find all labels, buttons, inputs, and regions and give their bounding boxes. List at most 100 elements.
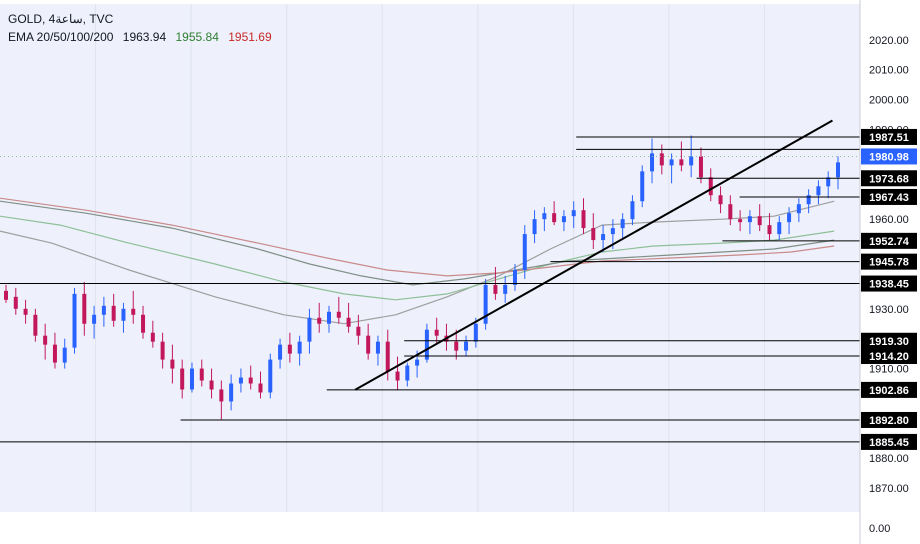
candle-body [806, 195, 811, 205]
candle-body [718, 195, 723, 205]
candle-body [767, 225, 772, 235]
trendline-line [354, 119, 833, 391]
level-tag-box [861, 433, 917, 450]
level-tag-box [861, 232, 917, 249]
candle-body [689, 156, 694, 166]
price-tags: 1987.51 1973.68 1967.43 1952.74 1945.78 1938.… [861, 128, 917, 450]
candle-body [503, 284, 508, 294]
ema-line [0, 197, 835, 277]
candle-body [346, 317, 351, 327]
y-tick-label-bottom: 0.00 [869, 523, 890, 535]
y-tick-label: 1870.00 [869, 483, 909, 495]
candle-body [473, 323, 478, 342]
level-tag-box [861, 348, 917, 365]
candles [4, 135, 840, 420]
candle-body [757, 216, 762, 226]
candle-body [454, 341, 459, 351]
candle-body [52, 344, 57, 363]
ema-line [0, 200, 835, 286]
y-tick-label: 2010.00 [869, 65, 909, 77]
candle-body [561, 216, 566, 223]
candle-body [836, 162, 840, 178]
ema-line [0, 215, 835, 301]
candle-body [650, 153, 655, 172]
symbol-label: GOLD, 4ساعة, TVC [8, 12, 114, 26]
ema-lines [0, 197, 835, 325]
candle-body [62, 347, 67, 363]
candle-body [199, 368, 204, 381]
candle-body [816, 186, 821, 196]
level-tag-label: 1914.20 [869, 351, 909, 363]
candle-body [13, 296, 18, 309]
candle-body [747, 216, 752, 223]
symbol-row[interactable]: GOLD, 4ساعة, TVC [8, 10, 278, 28]
ema-row[interactable]: EMA 20/50/100/200 1963.94 1955.84 1951.6… [8, 28, 278, 46]
y-tick-label: 2000.00 [869, 95, 909, 107]
candle-body [620, 219, 625, 229]
candle-body [601, 234, 606, 241]
level-tag-label: 1938.45 [869, 279, 909, 291]
level-tag-box [861, 275, 917, 292]
level-tag-label: 1945.78 [869, 257, 909, 269]
y-tick-label: 1910.00 [869, 364, 909, 376]
candle-body [209, 380, 214, 390]
level-tag-box [861, 170, 917, 187]
candle-body [571, 210, 576, 217]
grid [95, 4, 765, 512]
candle-body [777, 222, 782, 235]
candle-body [238, 377, 243, 384]
candle-body [375, 341, 380, 354]
candle-body [787, 213, 792, 223]
candle-body [82, 293, 87, 324]
candle-body [72, 293, 77, 348]
candle-body [43, 335, 48, 345]
candle-body [141, 314, 146, 333]
candle-body [434, 329, 439, 336]
candle-body [297, 341, 302, 354]
candle-body [189, 368, 194, 390]
candle-body [229, 383, 234, 402]
legend: GOLD, 4ساعة, TVC EMA 20/50/100/200 1963.… [8, 10, 278, 46]
candle-body [424, 329, 429, 360]
horizontal-levels [0, 136, 860, 443]
level-tag-box [861, 253, 917, 270]
candle-body [258, 383, 263, 393]
trendline[interactable] [354, 119, 833, 391]
y-tick-label: 1930.00 [869, 304, 909, 316]
ema-line [0, 200, 835, 325]
level-tag-label: 1919.30 [869, 336, 909, 348]
y-tick-label: 1880.00 [869, 453, 909, 465]
candle-body [405, 365, 410, 381]
candle-body [121, 308, 126, 321]
candle-body [278, 344, 283, 360]
level-tag-label: 1967.43 [869, 192, 909, 204]
candle-body [385, 341, 390, 372]
candle-body [33, 314, 38, 336]
level-tag-label: 1987.51 [869, 132, 909, 144]
last-price-tag-label: 1980.98 [869, 151, 909, 163]
last-price-tag-box [861, 148, 917, 165]
candle-body [111, 305, 116, 321]
candle-body [23, 308, 28, 315]
candle-body [708, 177, 713, 196]
candle-body [610, 228, 615, 235]
candle-body [591, 228, 596, 241]
candle-body [395, 371, 400, 381]
candle-body [728, 204, 733, 220]
candle-body [640, 171, 645, 202]
level-tag-box [861, 188, 917, 205]
candle-body [317, 317, 322, 324]
level-tag-box [861, 381, 917, 398]
candle-body [630, 201, 635, 220]
candle-body [464, 341, 469, 351]
ema-value: 1963.94 [122, 30, 167, 44]
candle-body [101, 305, 106, 315]
candle-body [170, 359, 175, 369]
ema-value: 1955.84 [175, 30, 219, 44]
level-tag-label: 1902.86 [869, 385, 909, 397]
ema-value: 1951.69 [228, 30, 272, 44]
level-tag-box [861, 128, 917, 145]
candle-body [307, 317, 312, 342]
